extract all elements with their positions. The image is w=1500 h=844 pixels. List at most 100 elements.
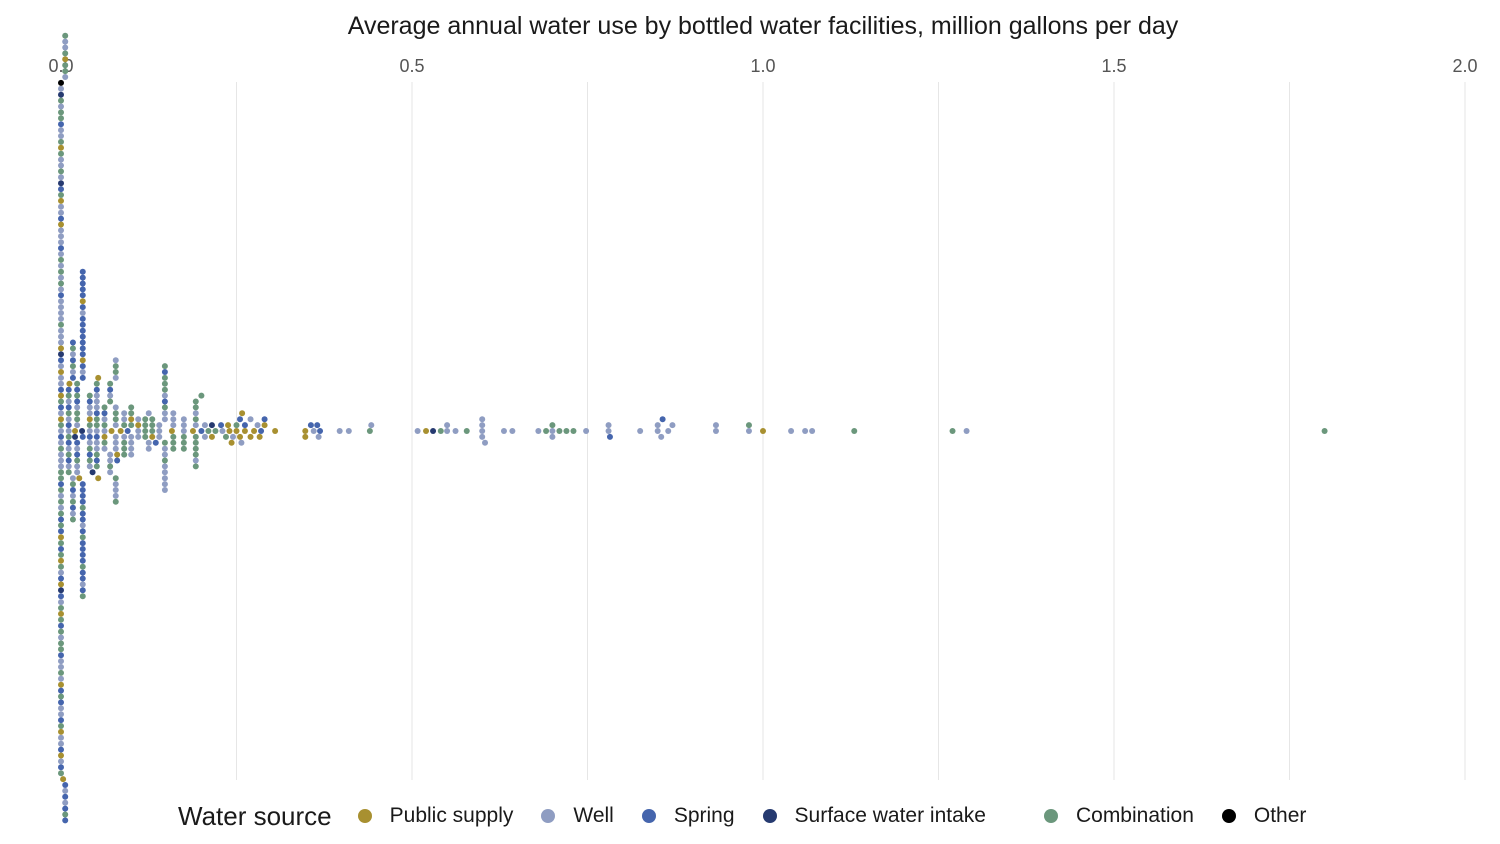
data-point <box>788 428 795 434</box>
data-point <box>161 481 168 488</box>
data-point <box>161 487 168 493</box>
data-point <box>58 150 64 157</box>
data-point <box>58 658 64 665</box>
data-point <box>156 428 163 434</box>
data-point <box>79 492 86 499</box>
data-point <box>222 433 229 440</box>
data-point <box>58 563 64 570</box>
data-point <box>58 369 64 375</box>
data-point <box>570 428 577 434</box>
data-point <box>142 422 149 429</box>
data-point <box>107 392 114 399</box>
data-point <box>107 398 114 405</box>
data-point <box>58 687 64 694</box>
data-point <box>66 380 73 387</box>
data-point <box>58 593 64 600</box>
data-points <box>58 32 1328 824</box>
data-point <box>58 91 64 98</box>
chart-title: Average annual water use by bottled wate… <box>348 12 1179 40</box>
data-point <box>58 292 64 299</box>
data-point <box>479 416 486 423</box>
data-point <box>58 144 64 151</box>
data-point <box>74 439 81 446</box>
data-point <box>62 787 69 794</box>
data-point <box>180 439 187 446</box>
data-point <box>665 428 672 434</box>
data-point <box>58 351 64 358</box>
data-point <box>65 392 72 399</box>
data-point <box>58 374 64 381</box>
data-point <box>65 439 72 446</box>
data-point <box>93 398 100 405</box>
data-point <box>128 422 135 429</box>
data-point <box>86 416 93 423</box>
legend-label: Surface water intake <box>794 804 986 827</box>
data-point <box>107 457 114 464</box>
data-point <box>79 510 86 517</box>
data-point <box>107 451 114 458</box>
data-point <box>58 752 64 759</box>
data-point <box>69 510 76 517</box>
data-point <box>261 422 268 429</box>
data-point <box>237 433 244 440</box>
legend-label: Spring <box>673 804 735 827</box>
data-point <box>170 439 177 446</box>
data-point <box>549 433 556 440</box>
data-point <box>86 428 93 434</box>
data-point <box>65 428 72 434</box>
data-point <box>58 546 64 552</box>
data-point <box>72 428 79 434</box>
data-point <box>201 433 208 440</box>
data-point <box>58 770 64 777</box>
data-point <box>79 575 86 582</box>
data-point <box>65 404 72 411</box>
data-point <box>79 310 86 316</box>
data-point <box>58 445 64 452</box>
data-point <box>58 85 64 92</box>
legend-item-other: Other <box>1221 804 1306 828</box>
data-point <box>79 522 86 529</box>
data-point <box>86 451 93 458</box>
data-point <box>142 428 149 434</box>
legend-dot-icon <box>641 809 656 823</box>
data-point <box>58 310 64 316</box>
data-point <box>161 463 168 470</box>
data-point <box>156 422 163 429</box>
data-point <box>112 492 119 499</box>
data-point <box>135 433 142 440</box>
data-point <box>156 433 163 440</box>
data-point <box>500 428 507 434</box>
data-point <box>345 428 352 434</box>
data-point <box>65 457 72 464</box>
data-point <box>93 386 100 393</box>
data-point <box>198 428 205 434</box>
data-point <box>107 386 114 393</box>
data-point <box>62 50 69 57</box>
data-point <box>180 433 187 440</box>
data-point <box>74 404 81 411</box>
data-point <box>74 463 81 470</box>
data-point <box>79 516 86 523</box>
data-point <box>170 416 177 423</box>
data-point <box>58 605 64 611</box>
data-point <box>79 292 86 299</box>
data-point <box>336 428 343 434</box>
data-point <box>238 439 245 446</box>
data-point <box>79 587 86 594</box>
data-point <box>86 392 93 399</box>
data-point <box>95 374 102 381</box>
data-point <box>192 416 199 423</box>
data-point <box>310 428 317 434</box>
data-point <box>180 422 187 429</box>
data-point <box>366 428 373 434</box>
data-point <box>58 345 64 352</box>
data-point <box>62 32 69 39</box>
data-point <box>128 404 135 411</box>
data-point <box>58 587 64 594</box>
data-point <box>219 428 226 434</box>
data-point <box>549 422 556 429</box>
data-point <box>79 563 86 570</box>
data-point <box>79 546 86 552</box>
data-point <box>101 433 108 440</box>
data-point <box>58 103 64 110</box>
